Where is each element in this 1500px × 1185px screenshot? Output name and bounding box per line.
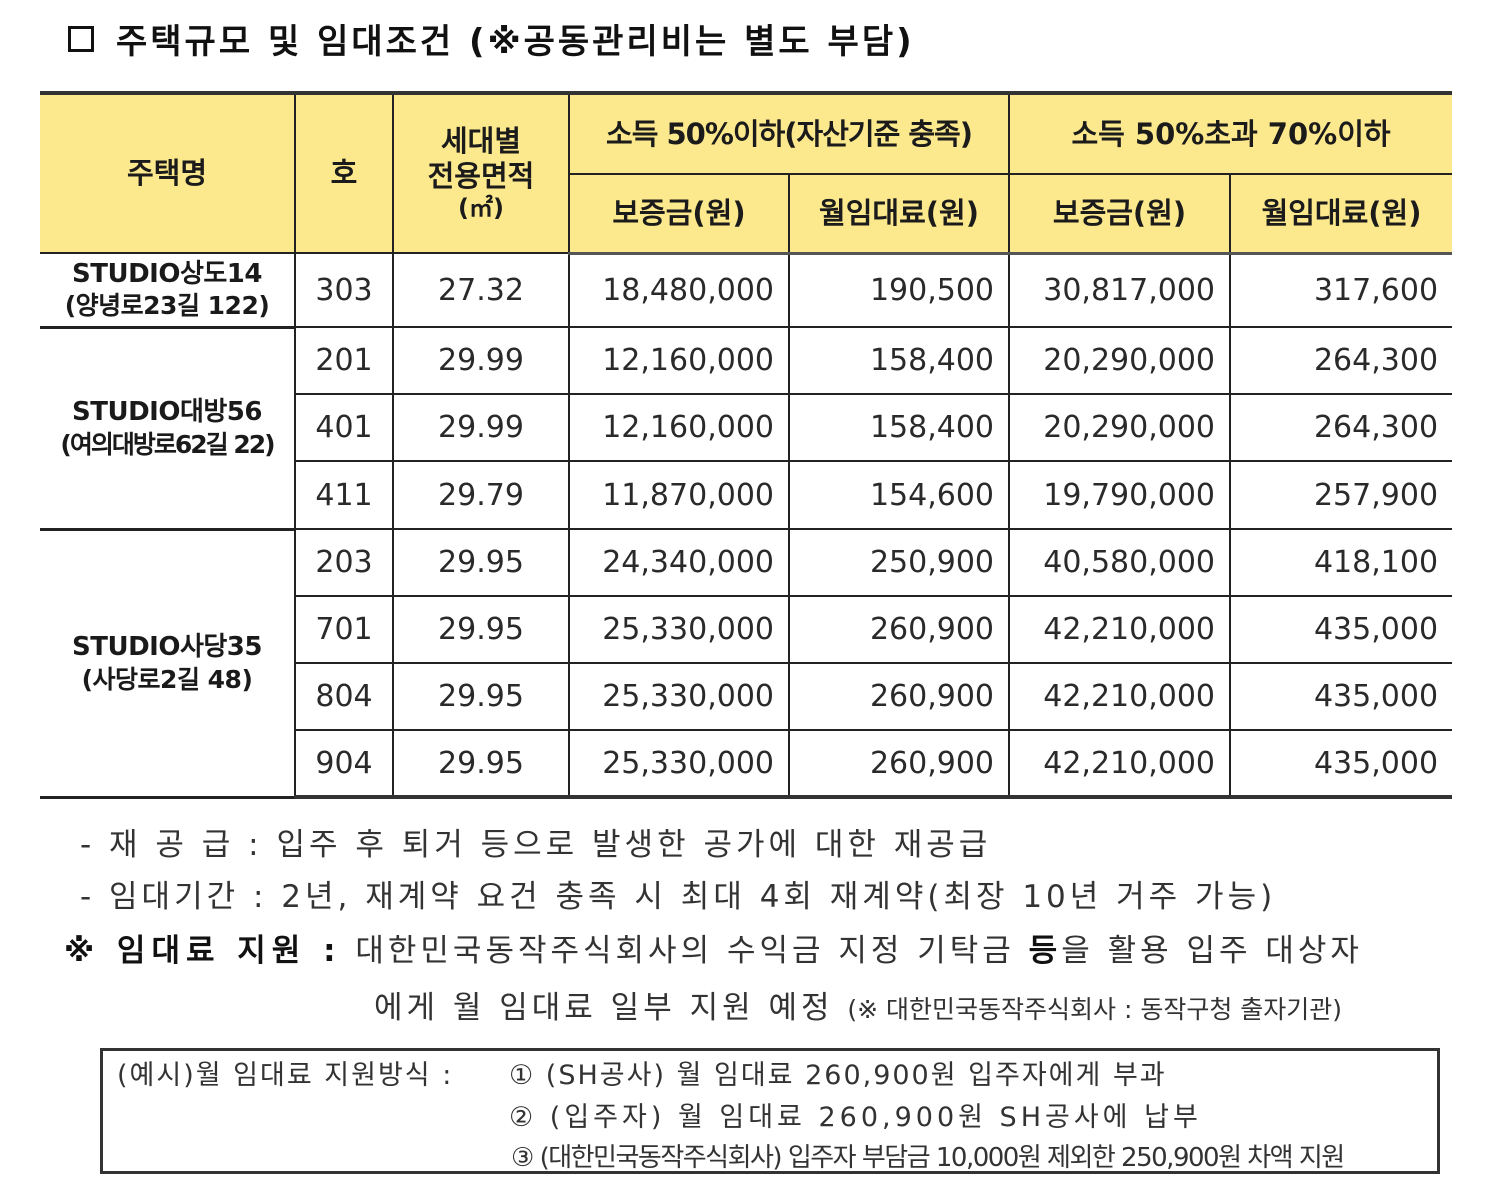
unit-cell: 701 [295, 595, 394, 664]
deposit-70-cell: 19,790,000 [1008, 460, 1232, 530]
table-row: STUDIO사당35 (사당로2길 48) 203 29.95 24,340,0… [40, 528, 1453, 799]
house-name-cell: STUDIO사당35 (사당로2길 48) [40, 528, 296, 799]
header-deposit-70: 보증금(원) [1008, 173, 1232, 255]
table-row: 804 29.95 25,330,000 260,900 42,210,000 … [40, 662, 1453, 731]
unit-cell: 303 [294, 252, 394, 328]
deposit-50-cell: 25,330,000 [568, 595, 790, 664]
house-name-cell: STUDIO대방56 (여의대방로62길 22) [40, 326, 296, 531]
house-address: (양녕로23길 122) [64, 291, 270, 321]
rent-50-cell: 260,900 [787, 595, 1011, 664]
example-label: (예시)월 임대료 지원방식 : [117, 1060, 454, 1091]
rent-50-cell: 158,400 [787, 326, 1011, 395]
deposit-50-cell: 24,340,000 [568, 528, 790, 597]
area-cell: 29.95 [392, 528, 570, 597]
section-title-text: 주택규모 및 임대조건 (※공동관리비는 별도 부담) [116, 22, 915, 62]
rent-50-cell: 250,900 [787, 528, 1011, 597]
deposit-50-cell: 18,480,000 [568, 252, 790, 328]
house-name: STUDIO대방56 [72, 397, 262, 428]
table-row: 904 29.95 25,330,000 260,900 42,210,000 … [40, 729, 1453, 799]
rent-50-cell: 158,400 [787, 393, 1011, 462]
rent-support-text-a: 대한민국동작주식회사의 수익금 지정 기탁금 [355, 933, 1029, 969]
header-area-unit: (㎡) [458, 193, 504, 222]
area-cell: 29.95 [392, 729, 570, 799]
table-row: 411 29.79 11,870,000 154,600 19,790,000 … [40, 460, 1453, 530]
header-house-name: 주택명 [40, 91, 296, 254]
deposit-70-cell: 42,210,000 [1008, 662, 1232, 731]
deposit-70-cell: 42,210,000 [1008, 595, 1232, 664]
header-rent-70: 월임대료(원) [1229, 173, 1453, 255]
header-income-50: 소득 50%이하(자산기준 충족) [567, 91, 1011, 175]
house-name-cell: STUDIO상도14 (양녕로23길 122) [40, 252, 296, 329]
example-box: (예시)월 임대료 지원방식 : ① (SH공사) 월 임대료 260,900원… [100, 1048, 1440, 1174]
rent-support-line2: 에게 월 임대료 일부 지원 예정 [374, 990, 848, 1026]
unit-cell: 904 [295, 729, 394, 799]
deposit-50-cell: 12,160,000 [568, 326, 790, 395]
house-address: (여의대방로62길 22) [60, 429, 275, 459]
table-row: 701 29.95 25,330,000 260,900 42,210,000 … [40, 595, 1453, 664]
rent-70-cell: 435,000 [1229, 729, 1453, 799]
header-income-70: 소득 50%초과 70%이하 [1008, 91, 1453, 175]
example-step-1: ① (SH공사) 월 임대료 260,900원 입주자에게 부과 [509, 1060, 1167, 1091]
rent-50-cell: 260,900 [787, 729, 1011, 799]
deposit-70-cell: 42,210,000 [1008, 729, 1232, 799]
rent-70-cell: 257,900 [1229, 460, 1453, 530]
deposit-50-cell: 12,160,000 [568, 393, 790, 462]
table-row: STUDIO대방56 (여의대방로62길 22) 201 29.99 12,16… [40, 326, 1453, 531]
rent-70-cell: 418,100 [1229, 528, 1453, 597]
example-step-2: ② (입주자) 월 임대료 260,900원 SH공사에 납부 [509, 1102, 1202, 1133]
deposit-50-cell: 25,330,000 [568, 662, 790, 731]
rent-support-note: ※ 임대료 지원 : 대한민국동작주식회사의 수익금 지정 기탁금 등을 활용 … [64, 925, 1363, 1027]
rental-conditions-table: 주택명 호 세대별 전용면적 (㎡) 소득 50%이하(자산기준 충족) 소득 … [40, 91, 1453, 799]
rent-support-footnote: (※ 대한민국동작주식회사 : 동작구청 출자기관) [847, 995, 1343, 1024]
unit-cell: 401 [295, 393, 394, 462]
rent-70-cell: 435,000 [1229, 595, 1453, 664]
rent-50-cell: 260,900 [787, 662, 1011, 731]
example-step-3: ③ (대한민국동작주식회사) 입주자 부담금 10,000원 제외한 250,9… [511, 1143, 1345, 1173]
rent-70-cell: 435,000 [1229, 662, 1453, 731]
deposit-70-cell: 40,580,000 [1008, 528, 1232, 597]
rent-support-text-b: 을 활용 입주 대상자 [1061, 933, 1363, 969]
house-name: STUDIO상도14 [72, 258, 262, 289]
note-lease-period: - 임대기간 : 2년, 재계약 요건 충족 시 최대 4회 재계약(최장 10… [80, 879, 1277, 915]
rent-support-text-bold: 등 [1028, 933, 1062, 969]
checkbox-square-icon [68, 25, 94, 52]
deposit-50-cell: 11,870,000 [568, 460, 790, 530]
deposit-70-cell: 20,290,000 [1008, 393, 1232, 462]
unit-cell: 411 [295, 460, 394, 530]
header-rent-50: 월임대료(원) [787, 173, 1011, 255]
header-deposit-50: 보증금(원) [569, 173, 790, 255]
unit-cell: 201 [294, 326, 394, 395]
unit-cell: 203 [294, 528, 394, 597]
header-area-line1: 세대별 [440, 124, 522, 159]
area-cell: 29.79 [392, 460, 570, 530]
unit-cell: 804 [295, 662, 394, 731]
house-address: (사당로2길 48) [81, 664, 253, 694]
deposit-50-cell: 25,330,000 [568, 729, 790, 799]
area-cell: 29.99 [392, 326, 570, 395]
deposit-70-cell: 20,290,000 [1008, 326, 1232, 395]
deposit-70-cell: 30,817,000 [1008, 252, 1232, 328]
rent-50-cell: 190,500 [787, 252, 1011, 328]
area-cell: 29.95 [392, 662, 570, 731]
rent-70-cell: 264,300 [1229, 326, 1453, 395]
rent-support-label: ※ 임대료 지원 : [64, 933, 342, 969]
notes-list: - 재 공 급 : 입주 후 퇴거 등으로 발생한 공가에 대한 재공급 - 임… [80, 822, 1276, 926]
header-unit: 호 [294, 91, 394, 254]
table-row: 401 29.99 12,160,000 158,400 20,290,000 … [40, 393, 1453, 462]
area-cell: 29.95 [392, 595, 570, 664]
rent-50-cell: 154,600 [787, 460, 1011, 530]
header-area-line2: 전용면적 [427, 159, 535, 194]
rent-70-cell: 317,600 [1229, 252, 1453, 328]
table-row: STUDIO상도14 (양녕로23길 122) 303 27.32 18,480… [40, 252, 1453, 329]
house-name: STUDIO사당35 [72, 632, 262, 663]
section-title: 주택규모 및 임대조건 (※공동관리비는 별도 부담) [68, 14, 915, 63]
note-resupply: - 재 공 급 : 입주 후 퇴거 등으로 발생한 공가에 대한 재공급 [80, 827, 992, 863]
area-cell: 27.32 [392, 252, 570, 328]
area-cell: 29.99 [392, 393, 570, 462]
header-area: 세대별 전용면적 (㎡) [392, 91, 570, 254]
rent-70-cell: 264,300 [1229, 393, 1453, 462]
